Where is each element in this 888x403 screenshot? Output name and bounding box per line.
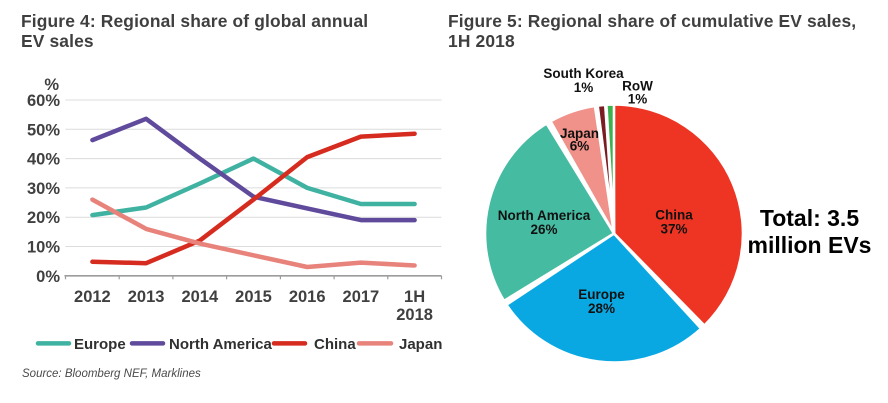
svg-text:North America: North America xyxy=(169,336,272,353)
svg-text:North America: North America xyxy=(498,208,591,223)
svg-text:China: China xyxy=(655,208,693,223)
svg-text:0%: 0% xyxy=(36,268,60,286)
svg-text:Europe: Europe xyxy=(578,287,625,302)
svg-text:Europe: Europe xyxy=(74,336,126,353)
svg-text:Japan: Japan xyxy=(560,126,599,141)
svg-text:1%: 1% xyxy=(628,91,648,106)
svg-text:RoW: RoW xyxy=(622,78,653,93)
svg-text:20%: 20% xyxy=(27,209,60,227)
svg-text:Japan: Japan xyxy=(399,336,442,353)
svg-text:%: % xyxy=(44,76,59,94)
svg-text:40%: 40% xyxy=(27,151,60,169)
svg-text:2012: 2012 xyxy=(74,288,111,306)
svg-text:50%: 50% xyxy=(27,121,60,139)
svg-text:2016: 2016 xyxy=(289,288,326,306)
svg-text:30%: 30% xyxy=(27,180,60,198)
svg-text:1%: 1% xyxy=(574,80,594,95)
svg-text:2017: 2017 xyxy=(343,288,380,306)
svg-text:6%: 6% xyxy=(570,139,590,154)
svg-text:2015: 2015 xyxy=(235,288,272,306)
svg-text:10%: 10% xyxy=(27,239,60,257)
svg-text:China: China xyxy=(314,336,356,353)
svg-text:60%: 60% xyxy=(27,92,60,110)
svg-text:South Korea: South Korea xyxy=(543,66,624,81)
svg-text:26%: 26% xyxy=(530,222,557,237)
svg-text:2013: 2013 xyxy=(128,288,165,306)
svg-text:37%: 37% xyxy=(660,222,687,237)
svg-text:28%: 28% xyxy=(588,301,615,316)
svg-text:1H: 1H xyxy=(404,288,425,306)
svg-text:2018: 2018 xyxy=(396,306,433,324)
svg-text:2014: 2014 xyxy=(181,288,219,306)
